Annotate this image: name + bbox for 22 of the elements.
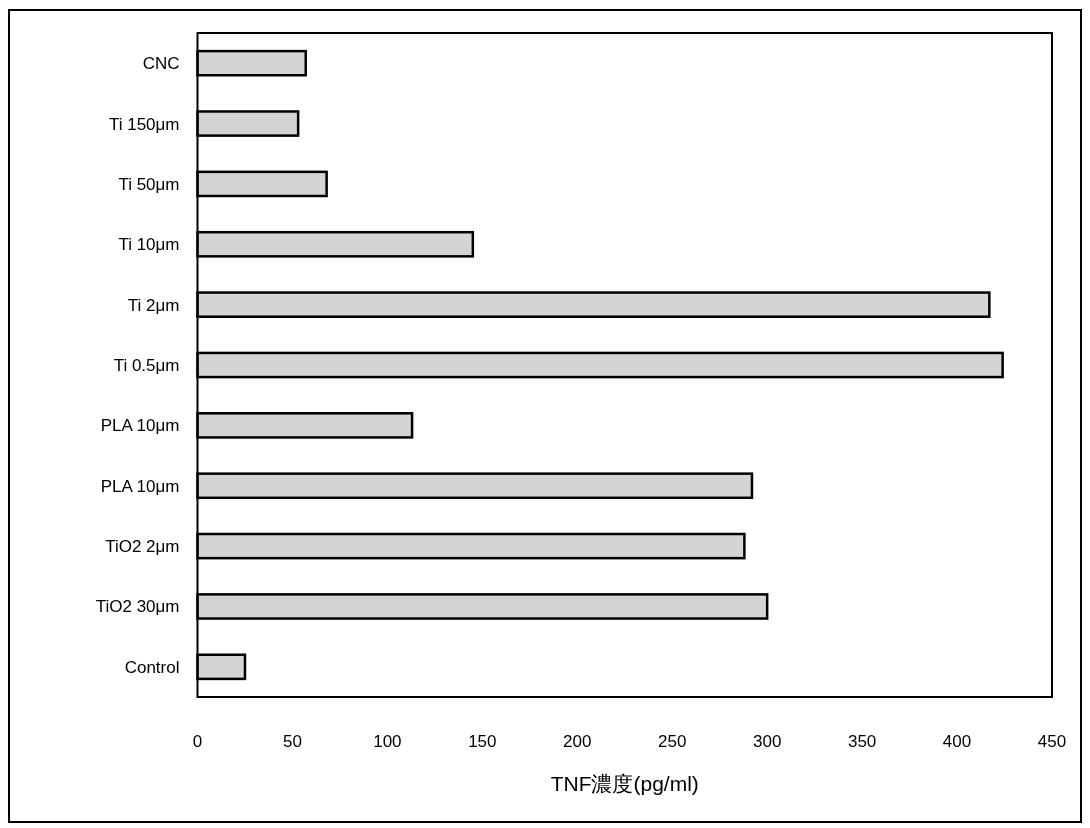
x-axis-title: TNF濃度(pg/ml) (550, 772, 699, 795)
x-tick-label: 150 (468, 732, 497, 751)
y-tick-label: Ti 50μm (118, 174, 180, 194)
y-tick-label: TiO2 2μm (105, 537, 180, 557)
y-tick-label: CNC (142, 54, 180, 74)
x-tick-label: 250 (658, 732, 687, 751)
y-tick-label: Ti 150μm (108, 114, 180, 134)
x-tick-label: 200 (563, 732, 592, 751)
x-tick-label: 450 (1037, 732, 1067, 751)
x-tick-label: 350 (847, 732, 877, 751)
y-tick-label: Ti 2μm (127, 295, 180, 315)
x-tick-label: 100 (373, 732, 402, 751)
x-tick-label: 50 (282, 732, 302, 751)
y-tick-label: Control (124, 657, 180, 677)
y-tick-label: Ti 10μm (118, 235, 180, 255)
y-tick-label: PLA 10μm (100, 416, 180, 436)
y-tick-label: PLA 10μm (100, 476, 180, 496)
x-tick-label: 0 (192, 732, 203, 751)
x-tick-label: 400 (942, 732, 972, 751)
y-tick-label: Ti 0.5μm (113, 356, 180, 375)
y-tick-label: TiO2 30μm (95, 597, 180, 617)
x-tick-label: 300 (752, 732, 782, 751)
